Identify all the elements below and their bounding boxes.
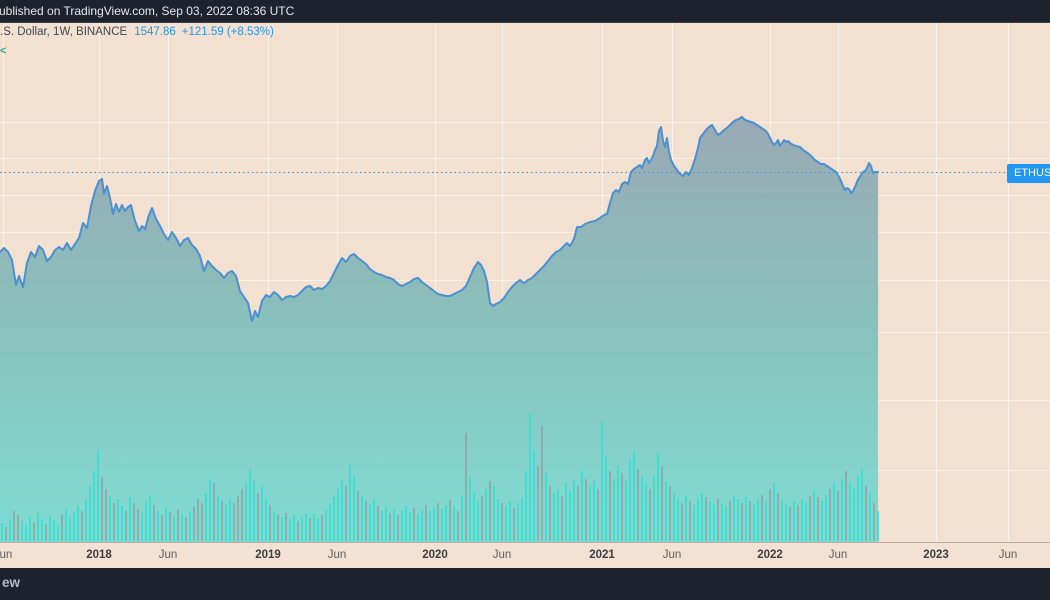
time-axis-label: Jun (828, 549, 848, 561)
bottom-bar: ew (0, 568, 1050, 600)
time-axis-label: 2019 (255, 549, 281, 561)
time-axis-label: Jun (662, 549, 682, 561)
time-axis[interactable]: Jun 2018 Jun 2019 Jun 2020 Jun 2021 Jun 2022 Jun 20… (0, 542, 1050, 568)
price-area-layer (0, 117, 878, 542)
time-axis-label: 2020 (422, 549, 448, 561)
volume-bars-layer (1, 413, 879, 541)
time-axis-label: 2023 (923, 549, 949, 561)
symbol-description: .S. Dollar, 1W, BINANCE (0, 26, 128, 38)
publish-text: ublished on TradingView.com, Sep 03, 202… (0, 4, 295, 18)
price-scale-badge: ETHUSD (1007, 164, 1050, 183)
price-change-value: +121.59 (+8.53%) (181, 26, 274, 38)
time-axis-label: Jun (492, 549, 512, 561)
time-axis-label: 2021 (589, 549, 615, 561)
publish-top-bar: ublished on TradingView.com, Sep 03, 202… (0, 0, 1050, 23)
price-line-layer (0, 116, 879, 322)
tradingview-logo-partial[interactable]: ew (2, 575, 21, 590)
price-badge-label: ETHUSD (1014, 167, 1050, 179)
symbol-legend-row[interactable]: .S. Dollar, 1W, BINANCE 1547.86 +121.59 (+… (0, 26, 274, 38)
cut-off-glyph: < (0, 45, 7, 57)
time-axis-label: Jun (0, 549, 13, 561)
time-axis-label: Jun (998, 549, 1018, 561)
time-axis-label: 2018 (86, 549, 112, 561)
time-axis-label: Jun (327, 549, 347, 561)
time-axis-label: Jun (158, 549, 178, 561)
last-price-value: 1547.86 (134, 26, 176, 38)
time-axis-label: 2022 (757, 549, 783, 561)
